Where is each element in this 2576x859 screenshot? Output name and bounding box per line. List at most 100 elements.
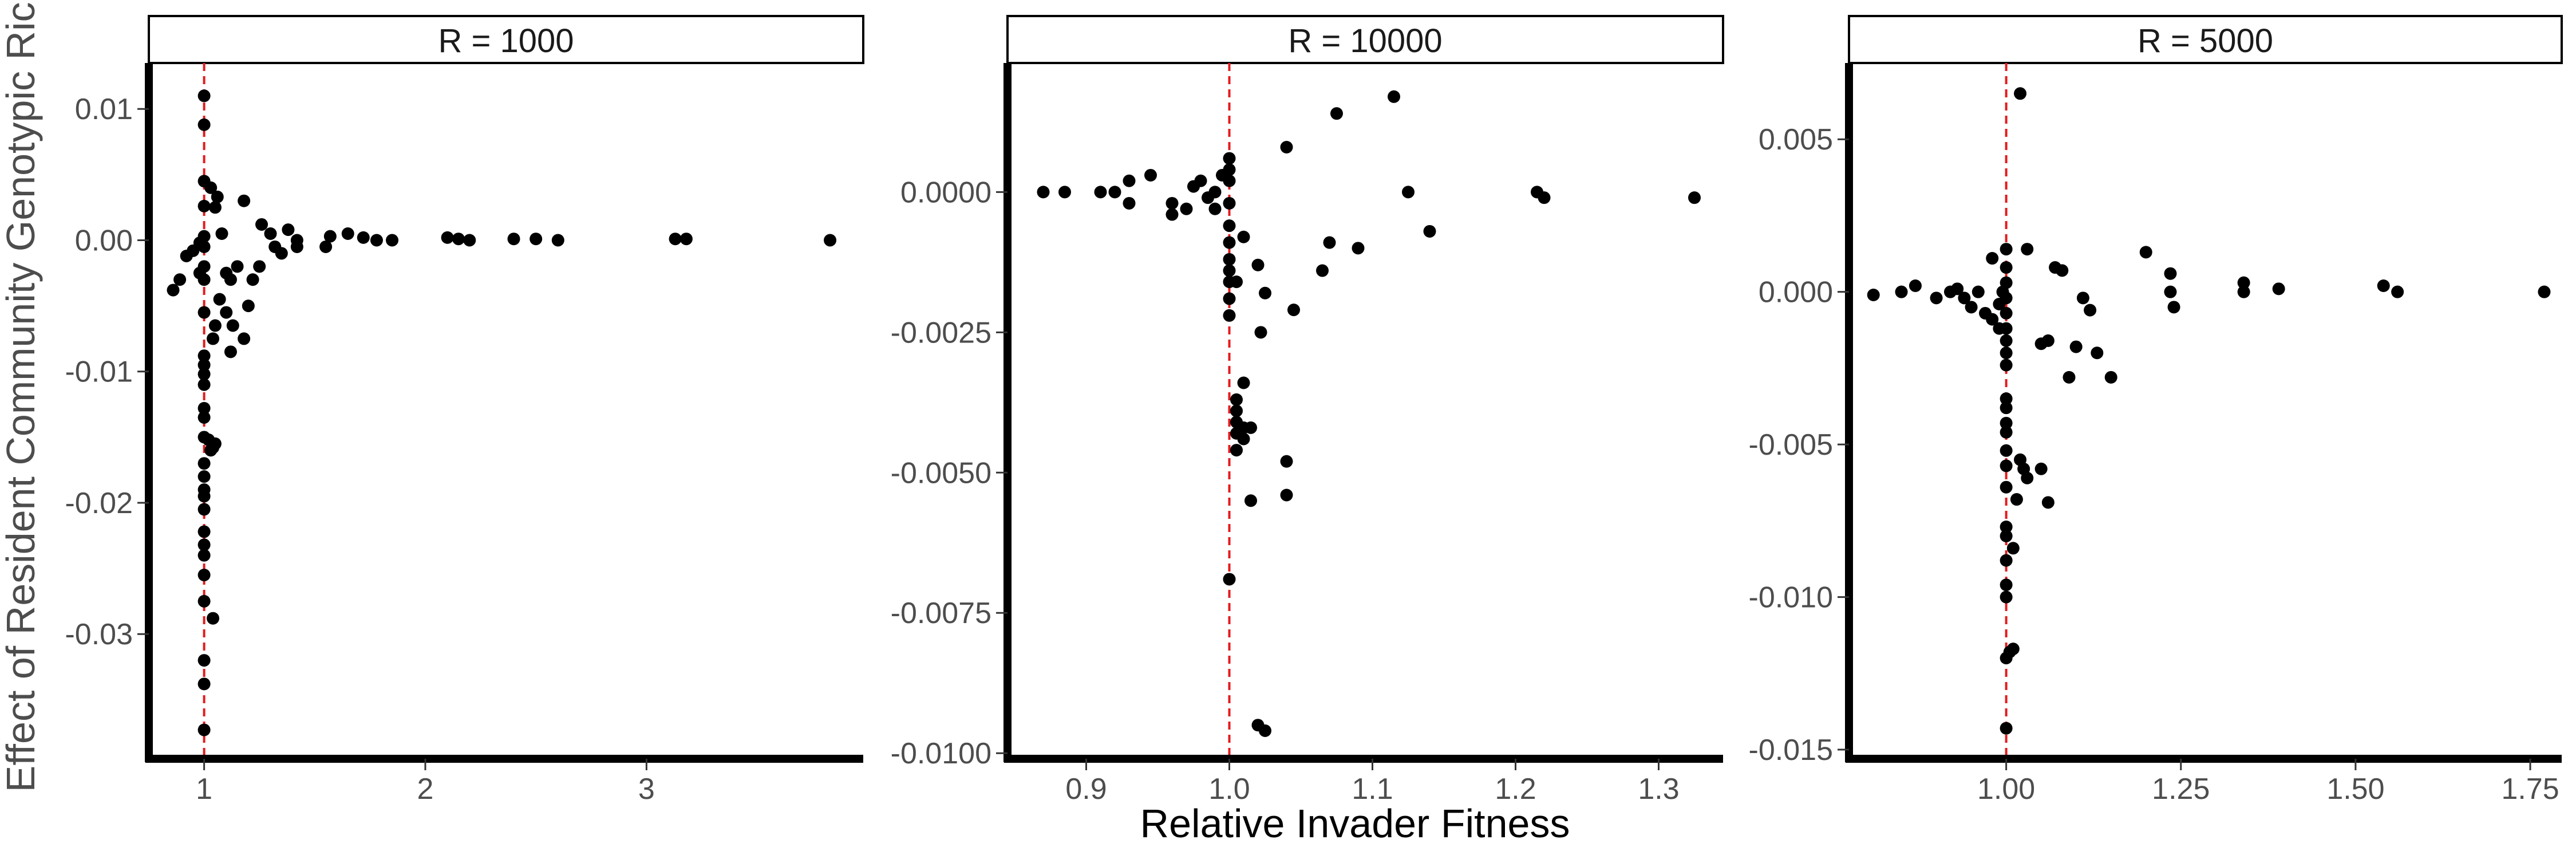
x-tick-label: 1.00 [1977,773,2035,806]
data-point [2000,276,2013,289]
data-point [204,181,218,194]
x-tick-label: 1.25 [2152,773,2210,806]
data-point [220,306,233,319]
data-point [1986,252,1999,265]
data-point [1259,286,1271,300]
data-point [2091,346,2104,360]
data-point [2069,340,2083,353]
y-tick-label: -0.005 [1749,428,1833,462]
data-point [1388,90,1400,103]
data-point [1094,186,1107,199]
y-tick-label: -0.0025 [891,316,991,349]
data-point [197,503,211,516]
data-point [197,378,211,391]
data-point [197,654,211,667]
y-tick-label: 0.00 [75,224,133,257]
data-point [208,319,222,332]
data-point [530,233,543,246]
data-point [197,401,211,415]
data-point [207,332,220,345]
data-point [197,723,211,736]
data-point [1958,291,1971,305]
data-point [197,677,211,691]
data-point [1223,174,1236,187]
x-tick-label: 1.0 [1208,773,1250,806]
data-point [180,249,193,262]
data-point [1223,219,1236,233]
x-axis-title: Relative Invader Fitness [1140,801,1570,846]
y-tick-label: -0.0050 [891,456,991,490]
data-point [253,260,266,273]
data-point [197,538,211,551]
data-point [2021,243,2034,256]
data-point [238,332,251,345]
data-point [2006,643,2020,656]
x-tick-label: 1.50 [2326,773,2384,806]
data-point [224,345,237,358]
data-point [1895,285,1908,298]
data-point [1352,242,1365,255]
x-tick-label: 3 [638,773,655,806]
panel-3: R = 5000 0.005 0.000 -0.005 -0.010 -0.015 1.00… [1749,15,2563,806]
data-point [197,457,211,470]
data-point [197,89,211,103]
data-point [1965,301,1978,314]
data-point [1230,444,1243,457]
data-point [290,240,303,253]
data-point [1223,309,1236,322]
data-point [2000,529,2013,542]
data-point [197,569,211,582]
data-point [193,266,206,279]
data-point [1108,186,1121,199]
data-point [1402,186,1415,199]
data-point [1208,202,1222,215]
data-point [2000,358,2013,372]
data-point [197,470,211,483]
data-point [507,233,520,246]
data-point [1123,174,1136,187]
data-point [1230,404,1243,417]
data-point [1208,186,1222,199]
data-point [2000,578,2013,592]
data-point [226,319,239,332]
data-point [1223,264,1236,277]
data-point [2164,267,2177,280]
data-point [1909,279,1922,293]
x-tick-label: 2 [417,773,434,806]
data-point [2000,243,2013,256]
x-tick-label: 1.75 [2501,773,2559,806]
data-point [1259,724,1271,738]
x-tick-label: 0.9 [1065,773,1107,806]
data-point [2000,261,2013,274]
data-point [2272,282,2285,295]
data-point [2014,87,2027,100]
data-point [1223,152,1236,165]
x-tick-label: 1.3 [1638,773,1679,806]
data-point [1867,289,1880,301]
data-point [1230,393,1243,406]
data-point [2000,444,2013,457]
y-tick-label: 0.005 [1759,123,1833,156]
panel-2: R = 10000 0.0000 -0.0025 -0.0050 -0.0075 -0.0… [891,15,1724,806]
panel-1: R = 1000 0.01 0.00 -0.01 -0.02 -0.03 1 2 3 [65,15,864,806]
data-point [1244,421,1257,434]
data-point [441,231,454,244]
data-point [1165,208,1179,221]
data-point [207,612,220,625]
data-point [2041,334,2055,347]
data-point [357,231,370,244]
data-point [679,233,693,246]
data-point [2000,306,2013,320]
data-point [319,240,333,253]
y-tick-label: 0.0000 [900,176,991,209]
data-point [2000,459,2013,472]
data-point [2237,276,2250,289]
data-point [1123,196,1136,210]
facet-strip [148,15,864,64]
y-tick-label: -0.010 [1749,581,1833,614]
data-point [2000,346,2013,360]
data-point [2010,493,2023,506]
data-point [1223,253,1236,266]
data-point [1423,224,1436,238]
